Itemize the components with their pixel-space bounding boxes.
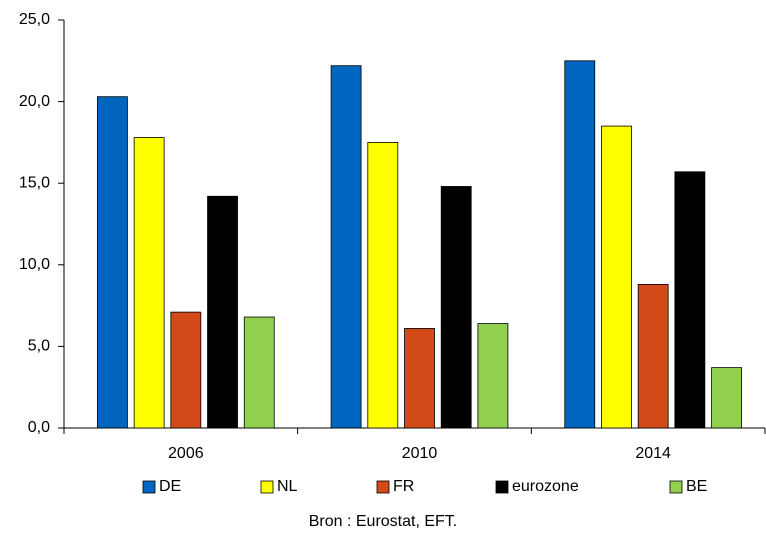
legend-swatch bbox=[495, 480, 509, 494]
legend-label: FR bbox=[393, 478, 414, 495]
x-tick-label: 2010 bbox=[402, 445, 438, 462]
bar bbox=[440, 186, 472, 429]
bar bbox=[674, 171, 706, 429]
bar bbox=[637, 283, 669, 429]
y-tick-label: 20,0 bbox=[19, 93, 50, 110]
bar bbox=[133, 137, 165, 429]
bar bbox=[207, 195, 238, 429]
bar bbox=[330, 65, 362, 429]
legend-label: eurozone bbox=[512, 478, 579, 495]
legend-label: NL bbox=[277, 478, 298, 495]
legend-label: BE bbox=[686, 478, 707, 495]
x-tick-label: 2006 bbox=[168, 445, 204, 462]
y-tick-label: 5,0 bbox=[28, 338, 50, 355]
legend-label: DE bbox=[159, 478, 181, 495]
x-tick-label: 2014 bbox=[635, 445, 671, 462]
bar bbox=[477, 323, 509, 429]
y-tick-label: 25,0 bbox=[19, 11, 50, 28]
bar bbox=[404, 328, 435, 429]
bar bbox=[367, 141, 399, 429]
bar bbox=[170, 311, 202, 429]
bar bbox=[711, 367, 742, 429]
y-tick-label: 15,0 bbox=[19, 174, 50, 191]
legend-swatch bbox=[669, 480, 683, 494]
legend-swatch bbox=[260, 480, 274, 494]
bar bbox=[243, 316, 275, 429]
bar bbox=[601, 125, 632, 429]
bar bbox=[97, 96, 128, 429]
legend-swatch bbox=[376, 480, 390, 494]
legend-swatch bbox=[142, 480, 156, 494]
bar bbox=[564, 60, 596, 429]
y-tick-label: 10,0 bbox=[19, 256, 50, 273]
y-tick-label: 0,0 bbox=[28, 419, 50, 436]
source-note: Bron : Eurostat, EFT. bbox=[309, 513, 458, 530]
